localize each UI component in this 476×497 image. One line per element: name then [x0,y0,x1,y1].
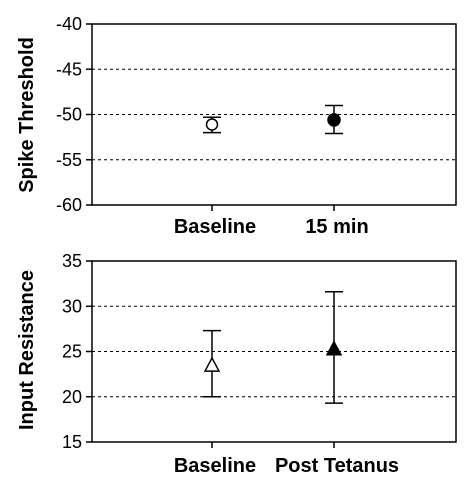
data-marks [203,104,343,135]
y-tick-label: 25 [62,342,82,362]
y-axis-title: Spike Threshold [16,37,38,193]
y-tick-label: 35 [62,251,82,271]
category-labels: Baseline Post Tetanus [174,442,399,477]
data-point [327,113,341,127]
x-tick-label: Baseline [174,455,256,477]
spike-threshold-panel: -40 -45 -50 -55 -60 Baseline 15 min Spike Thr… [16,14,457,238]
y-tick-label: -40 [56,14,82,34]
y-ticks: -40 -45 -50 -55 -60 [56,14,92,215]
y-tick-label: 30 [62,296,82,316]
data-marks [203,291,343,404]
x-tick-label: Baseline [174,216,256,238]
data-point [205,118,219,131]
y-ticks: 35 30 25 20 15 [62,251,92,452]
data-point [325,340,343,356]
y-axis-title: Input Resistance [16,270,38,430]
y-tick-label: -55 [56,150,82,170]
y-tick-label: 20 [62,387,82,407]
x-tick-label: Post Tetanus [275,455,399,477]
category-labels: Baseline 15 min [174,205,369,238]
x-tick-label: 15 min [305,216,368,238]
gridlines [92,305,456,398]
y-tick-label: -50 [56,105,82,125]
y-tick-label: 15 [62,432,82,452]
input-resistance-panel: 35 30 25 20 15 Baseline Post Tetanus Input Re… [16,251,457,477]
y-tick-label: -60 [56,195,82,215]
gridlines [92,68,456,161]
data-point [203,356,221,372]
y-tick-label: -45 [56,59,82,79]
